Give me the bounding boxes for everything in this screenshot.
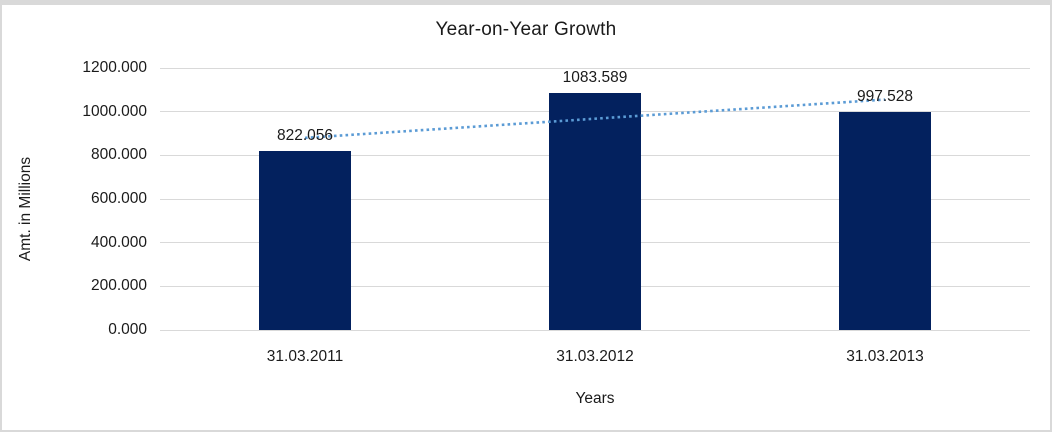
y-tick-label: 400.000 (90, 233, 147, 251)
y-tick-label: 800.000 (90, 146, 147, 164)
gridline (160, 67, 1030, 69)
y-tick-label: 200.000 (90, 277, 147, 295)
bar-data-label: 997.528 (856, 88, 914, 106)
bar (839, 112, 931, 330)
x-tick-label: 31.03.2012 (556, 348, 634, 365)
x-tick-label: 31.03.2013 (846, 348, 924, 365)
chart-title: Year-on-Year Growth (435, 19, 617, 40)
bar (259, 150, 351, 330)
y-tick-label: 600.000 (90, 190, 147, 207)
gridline (160, 329, 1030, 331)
x-tick-label: 31.03.2011 (266, 348, 344, 365)
bar-data-label: 822.056 (276, 126, 334, 144)
x-axis-title: Years (575, 390, 615, 407)
y-tick-label: 1200.000 (82, 59, 147, 76)
bar-data-label: 1083.589 (562, 69, 628, 87)
bar (549, 93, 641, 330)
y-tick-label: 1000.000 (82, 102, 147, 120)
y-tick-label: 0.000 (108, 321, 147, 338)
